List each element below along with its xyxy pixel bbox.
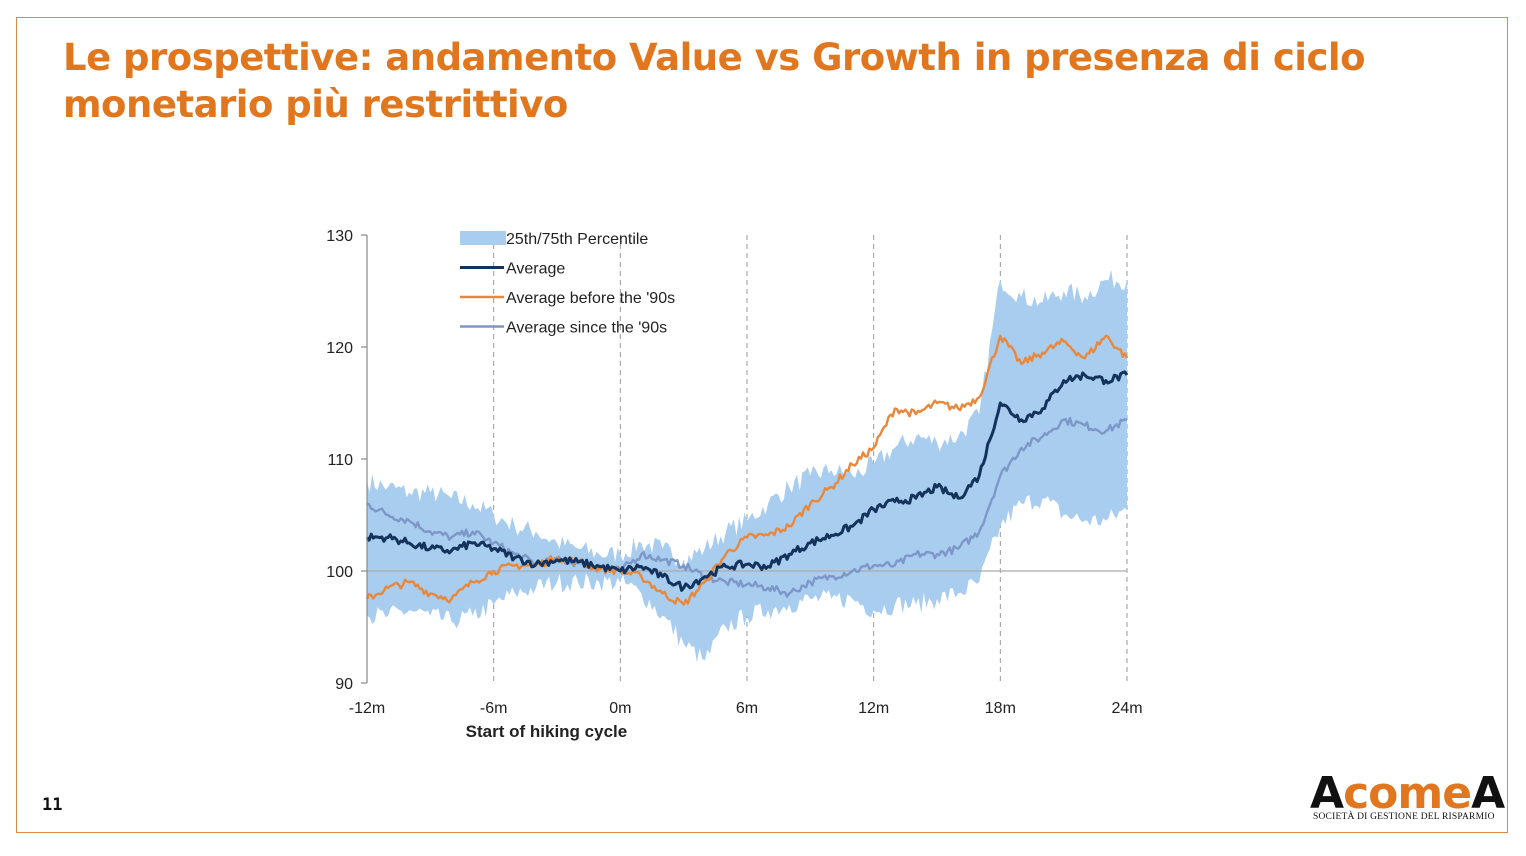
percentile-band <box>367 269 1127 663</box>
series-average-line <box>365 370 1129 592</box>
legend-swatch-percentile <box>460 231 506 245</box>
x-axis-title: Start of hiking cycle <box>466 722 628 741</box>
y-tick-label-100: 100 <box>326 564 353 581</box>
legend-label-percentile: 25th/75th Percentile <box>506 231 648 248</box>
x-tick-label--12m: -12m <box>349 700 385 717</box>
legend: 25th/75th Percentile Average Average befor… <box>460 231 675 337</box>
x-tick-label-12m: 12m <box>858 700 889 717</box>
logo-subtitle: SOCIETÀ DI GESTIONE DEL RISPARMIO <box>1313 812 1495 822</box>
legend-label-before-90s: Average before the '90s <box>506 290 675 307</box>
y-tick-label-130: 130 <box>326 228 353 245</box>
series-before-90s-line <box>365 334 1129 606</box>
acomea-logo: AcomeA SOCIETÀ DI GESTIONE DEL RISPARMIO <box>1310 768 1506 832</box>
x-tick-label-18m: 18m <box>985 700 1016 717</box>
x-tick-label--6m: -6m <box>480 700 508 717</box>
x-tick-label-0m: 0m <box>609 700 631 717</box>
x-tick-label-24m: 24m <box>1111 700 1142 717</box>
y-tick-label-90: 90 <box>335 676 353 693</box>
series-lines <box>365 334 1129 606</box>
x-tick-label-6m: 6m <box>736 700 758 717</box>
slide-title: Le prospettive: andamento Value vs Growt… <box>63 36 1366 126</box>
y-tick-label-110: 110 <box>327 452 353 469</box>
axes: 90 100 110 120 130 -12m -6m 0m 6m 12m 18m 24m <box>326 228 1142 717</box>
series-since-90s-line <box>366 416 1128 598</box>
y-tick-label-120: 120 <box>326 340 353 357</box>
value-vs-growth-chart: 90 100 110 120 130 -12m -6m 0m 6m 12m 18m 24m Start… <box>326 228 1142 741</box>
logo-letter-a-2: A <box>1471 768 1505 819</box>
page-number: 11 <box>42 795 63 815</box>
legend-label-average: Average <box>506 261 565 278</box>
logo-letter-a: A <box>1310 768 1344 819</box>
logo-wordmark: AcomeA <box>1310 768 1505 820</box>
logo-come: come <box>1343 768 1472 819</box>
slide-frame <box>16 17 1508 833</box>
legend-label-since-90s: Average since the '90s <box>506 320 667 337</box>
